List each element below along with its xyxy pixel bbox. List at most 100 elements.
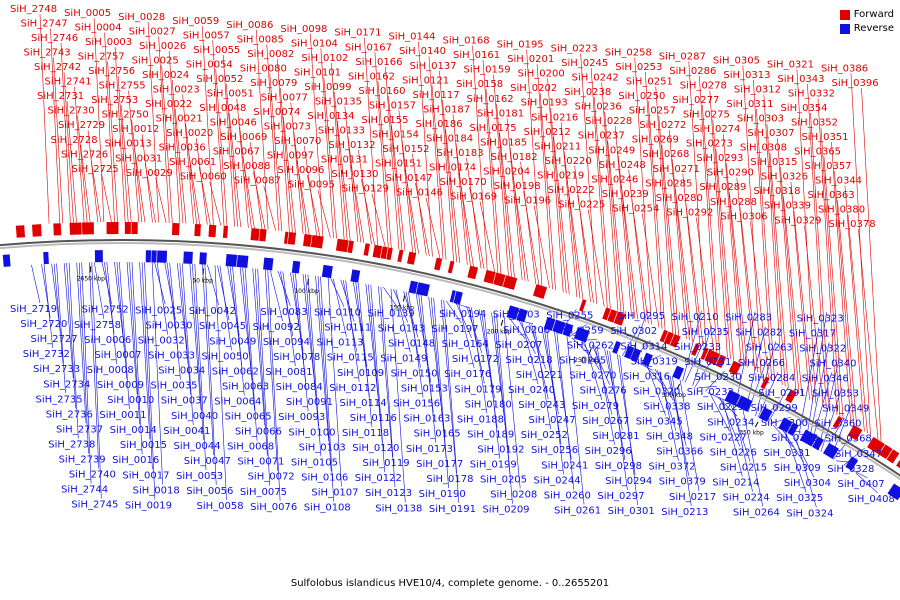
label-connector: [87, 130, 99, 223]
label-connector: [580, 53, 597, 304]
label-connector: [556, 332, 575, 490]
gene-label: SiH_2755: [99, 81, 146, 92]
label-connector: [254, 268, 268, 456]
gene-label: SiH_0014: [110, 425, 157, 436]
reverse-gene: [552, 319, 566, 335]
label-connector: [478, 309, 495, 399]
gene-label: SiH_0131: [321, 155, 368, 166]
gene-label: SiH_0156: [393, 399, 440, 410]
gene-label: SiH_0368: [825, 434, 872, 445]
gene-label: SiH_0303: [737, 114, 784, 125]
forward-gene: [124, 222, 131, 235]
gene-label: SiH_0212: [524, 127, 571, 138]
gene-label: SiH_2725: [72, 164, 119, 175]
forward-gene: [785, 389, 797, 404]
label-connector: [189, 263, 202, 410]
label-connector: [539, 93, 556, 291]
gene-label: SiH_0343: [777, 74, 824, 85]
label-connector: [342, 280, 358, 352]
label-connector: [255, 29, 269, 230]
reverse-gene: [778, 417, 793, 433]
gene-label: SiH_0070: [274, 136, 321, 147]
label-connector: [39, 13, 50, 224]
gene-label: SiH_0152: [382, 144, 429, 155]
forward-gene: [879, 444, 893, 460]
reverse-gene: [735, 395, 753, 412]
label-connector: [566, 180, 584, 300]
gene-label: SiH_0380: [818, 205, 865, 216]
gene-label: SiH_0278: [680, 81, 727, 92]
label-connector: [269, 270, 283, 321]
label-connector: [509, 147, 526, 281]
gene-label: SiH_0187: [423, 104, 470, 115]
reverse-gene: [263, 257, 274, 271]
label-connector: [641, 213, 660, 328]
gene-label: SiH_0253: [615, 62, 662, 73]
gene-label: SiH_2752: [82, 305, 129, 316]
gene-label: SiH_0215: [720, 462, 767, 473]
label-connector: [388, 95, 403, 251]
label-connector: [131, 119, 143, 223]
forward-gene: [700, 347, 709, 360]
label-connector: [785, 431, 807, 493]
gene-label: SiH_0096: [277, 165, 324, 176]
label-connector: [780, 167, 800, 394]
label-connector: [506, 118, 523, 280]
gene-label: SiH_0339: [764, 201, 811, 212]
gene-label: SiH_0297: [597, 491, 644, 502]
reverse-gene: [156, 250, 168, 263]
label-connector: [810, 112, 830, 411]
label-connector: [296, 160, 310, 235]
label-connector: [374, 52, 389, 248]
gene-label: SiH_0094: [263, 337, 310, 348]
gene-label: SiH_0139: [368, 308, 415, 319]
gene-label: SiH_0311: [726, 99, 773, 110]
label-connector: [225, 83, 239, 227]
gene-label: SiH_0315: [750, 157, 797, 168]
gene-label: SiH_0122: [355, 473, 402, 484]
label-connector: [847, 214, 868, 434]
label-connector: [74, 86, 85, 223]
reverse-gene: [562, 323, 574, 337]
forward-gene: [171, 222, 180, 236]
forward-gene: [406, 251, 417, 265]
gene-label: SiH_0238: [564, 87, 611, 98]
scale-label: 250 kbp: [574, 357, 599, 364]
forward-gene: [287, 232, 297, 245]
label-connector: [158, 36, 170, 223]
gene-label: SiH_0064: [214, 396, 261, 407]
forward-gene: [259, 228, 267, 242]
genome-backbone: [0, 239, 900, 481]
gene-label: SiH_0357: [804, 161, 851, 172]
gene-label: SiH_0054: [186, 59, 233, 70]
label-connector: [536, 64, 553, 290]
label-connector: [53, 263, 64, 364]
label-connector: [383, 287, 398, 308]
gene-label: SiH_0287: [659, 51, 706, 62]
gene-label: SiH_0095: [288, 180, 335, 191]
gene-label: SiH_0045: [199, 321, 246, 332]
label-connector: [141, 134, 153, 223]
gene-label: SiH_0030: [145, 320, 192, 331]
label-connector: [63, 263, 74, 379]
gene-label: SiH_0029: [126, 168, 173, 179]
label-connector: [533, 205, 550, 289]
gene-label: SiH_0208: [490, 490, 537, 501]
gene-label: SiH_0216: [531, 112, 578, 123]
gene-label: SiH_0205: [480, 475, 527, 486]
gene-label: SiH_0242: [572, 73, 619, 84]
gene-label: SiH_0348: [646, 432, 693, 443]
forward-gene: [847, 424, 863, 441]
label-connector: [169, 262, 181, 380]
label-connector: [330, 277, 345, 307]
gene-label: SiH_0065: [225, 412, 272, 423]
label-connector: [401, 139, 416, 253]
label-connector: [244, 267, 258, 441]
label-connector: [393, 289, 409, 323]
reverse-gene: [2, 254, 11, 267]
label-connector: [672, 376, 692, 506]
gene-label: SiH_0098: [280, 24, 327, 35]
label-connector: [726, 163, 745, 366]
gene-label: SiH_0232: [687, 387, 734, 398]
gene-label: SiH_0396: [831, 78, 878, 89]
